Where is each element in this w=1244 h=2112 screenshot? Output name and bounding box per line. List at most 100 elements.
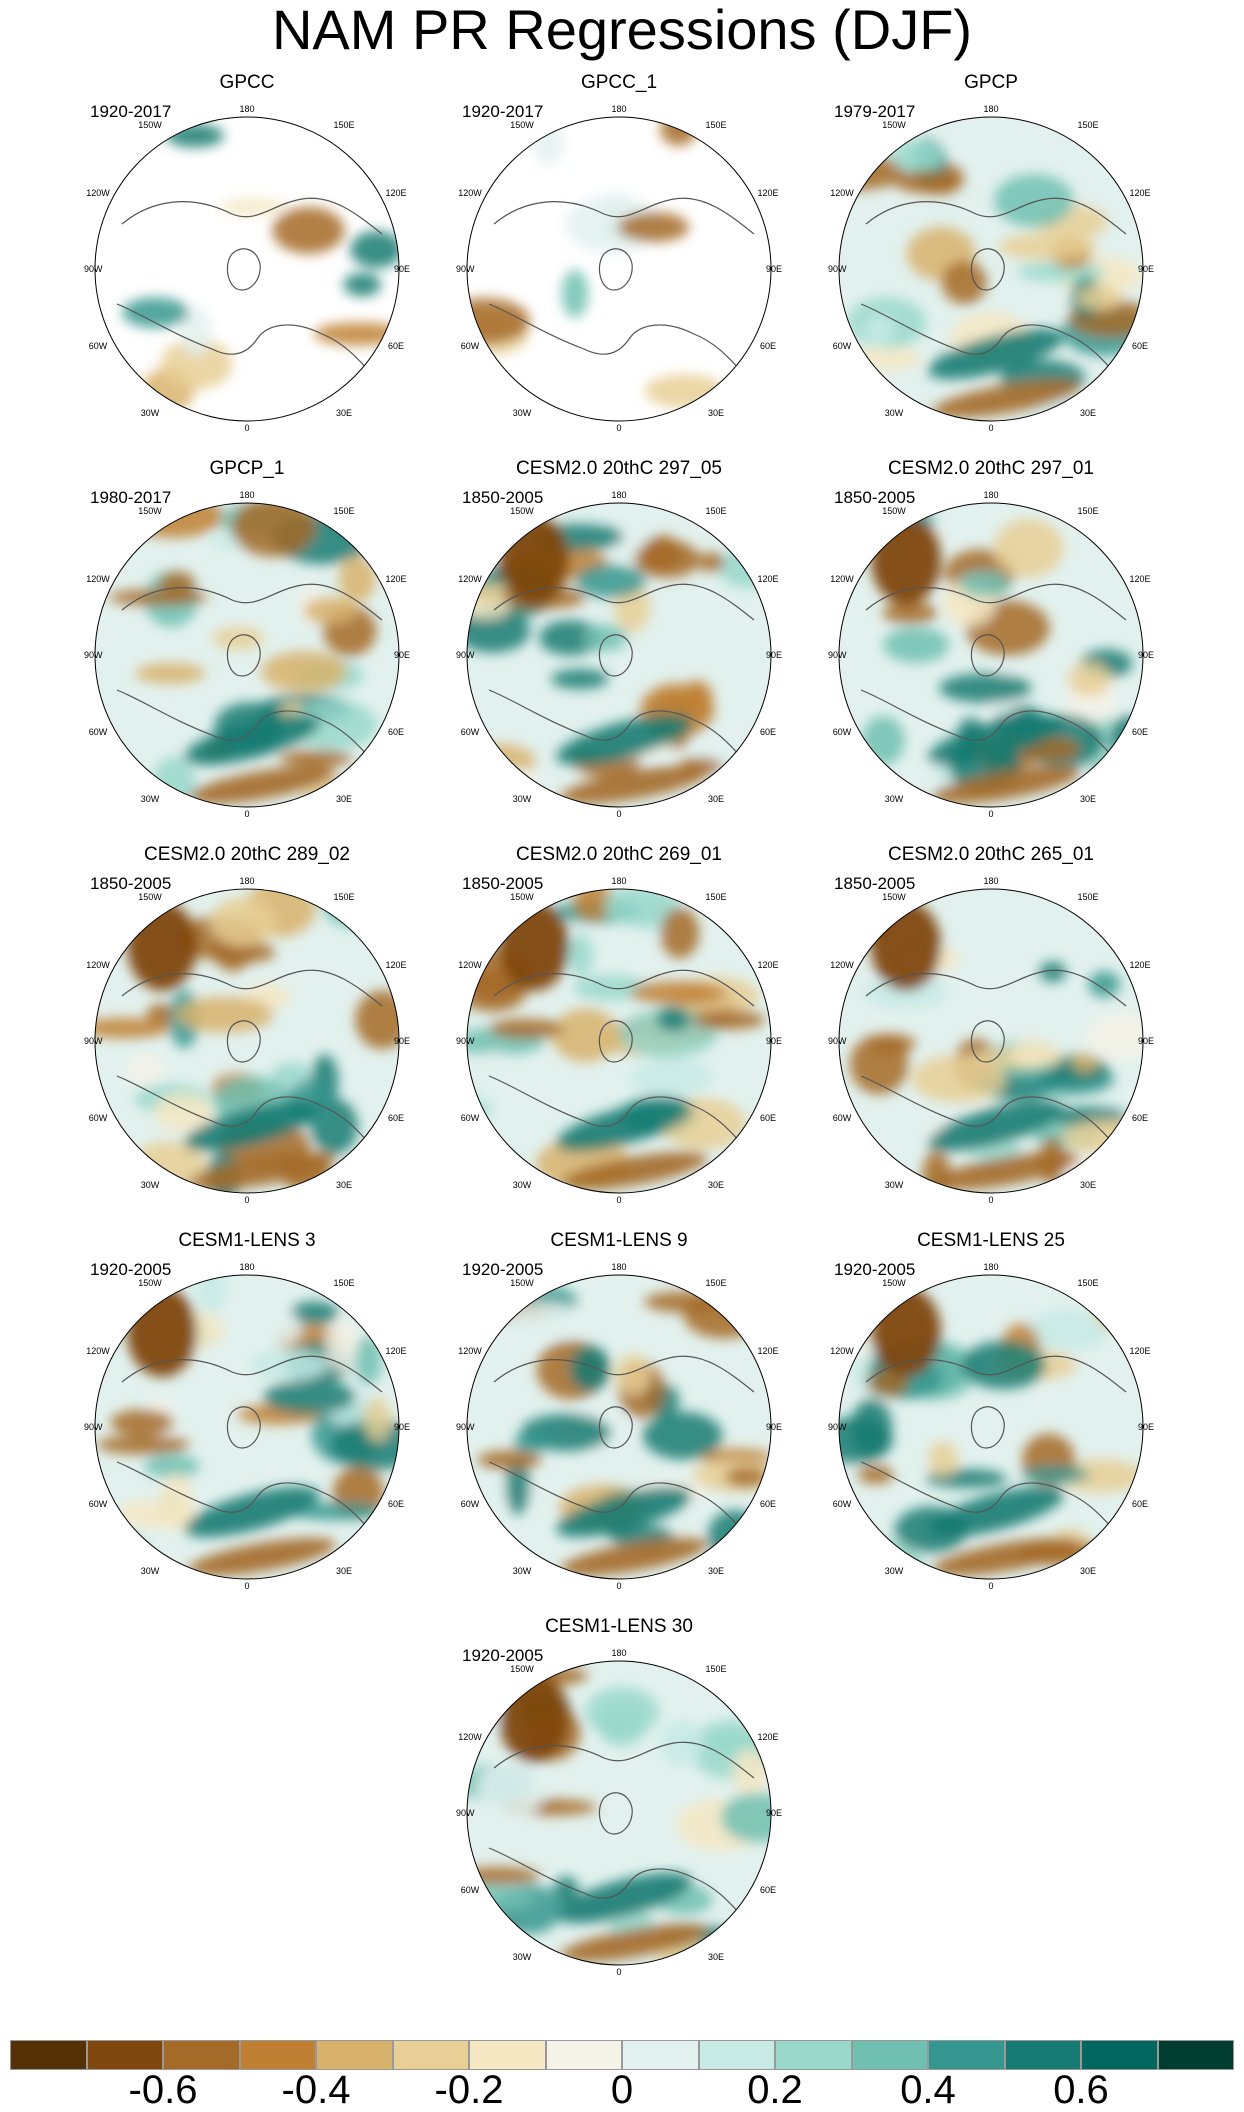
label-60e: 60E bbox=[1132, 1113, 1148, 1123]
anomaly-patch bbox=[539, 620, 601, 656]
label-60w: 60W bbox=[89, 1499, 108, 1509]
label-60w: 60W bbox=[461, 1499, 480, 1509]
anomaly-patch bbox=[550, 669, 609, 689]
map-boundary bbox=[466, 1274, 772, 1580]
panel-period: 1980-2017 bbox=[90, 488, 172, 507]
coastlines bbox=[116, 969, 383, 1147]
colorbar-tick-label: 0.4 bbox=[900, 2068, 956, 2112]
north-atlantic-wet-band bbox=[184, 1486, 320, 1538]
label-0: 0 bbox=[616, 1195, 621, 1205]
anomaly-patch bbox=[467, 1907, 517, 1965]
anomaly-patch bbox=[1071, 132, 1115, 167]
label-150e: 150E bbox=[1077, 120, 1098, 130]
anomaly-patch bbox=[660, 907, 700, 959]
label-150e: 150E bbox=[705, 892, 726, 902]
label-150e: 150E bbox=[1077, 1278, 1098, 1288]
label-90w: 90W bbox=[828, 1422, 847, 1432]
label-30e: 30E bbox=[1080, 794, 1096, 804]
label-0: 0 bbox=[988, 809, 993, 819]
label-120e: 120E bbox=[385, 960, 406, 970]
anomaly-patch bbox=[290, 700, 378, 750]
label-120w: 120W bbox=[86, 188, 110, 198]
label-60e: 60E bbox=[388, 1113, 404, 1123]
anomaly-patch bbox=[932, 125, 988, 149]
label-30w: 30W bbox=[513, 408, 532, 418]
label-120e: 120E bbox=[757, 1732, 778, 1742]
anomaly-patch bbox=[263, 1379, 356, 1414]
label-0: 0 bbox=[988, 1581, 993, 1591]
label-30e: 30E bbox=[336, 1180, 352, 1190]
panel-title: CESM1-LENS 3 bbox=[178, 1230, 316, 1251]
label-120w: 120W bbox=[458, 574, 482, 584]
label-150w: 150W bbox=[882, 506, 906, 516]
polar-map: 180 0 90W 90E 150W 120W 150E 120E 60W 30W 60E 30E bbox=[828, 490, 1154, 819]
polar-map: 180 0 90W 90E 150W 120W 150E 120E 60W 30W 60E 30E bbox=[84, 104, 410, 433]
anomaly-patch bbox=[994, 518, 1064, 578]
map-panel: CESM2.0 20thC 297_05 1850-2005 180 0 90W 90E 1… bbox=[454, 458, 784, 828]
map-boundary bbox=[94, 1274, 400, 1580]
anomaly-patch bbox=[659, 1719, 705, 1767]
panel-period: 1979-2017 bbox=[834, 102, 916, 121]
map-boundary bbox=[838, 888, 1144, 1194]
label-150e: 150E bbox=[333, 120, 354, 130]
panel-period: 1920-2005 bbox=[90, 1260, 172, 1279]
anomaly-patch bbox=[928, 1441, 958, 1477]
label-60w: 60W bbox=[833, 727, 852, 737]
label-90e: 90E bbox=[394, 650, 410, 660]
map-boundary bbox=[466, 116, 772, 422]
anomaly-patch bbox=[272, 1062, 312, 1086]
coastlines bbox=[116, 1355, 383, 1533]
map-panel: GPCP 1979-2017 180 0 90W 90E 150W 120W 150E 120E 6… bbox=[826, 72, 1156, 442]
colorbar-swatch bbox=[392, 2040, 469, 2070]
anomaly-patch bbox=[561, 269, 589, 319]
anomaly-patch bbox=[248, 1348, 328, 1382]
anomaly-patch bbox=[1039, 961, 1067, 983]
anomaly-patch bbox=[1054, 567, 1094, 593]
label-90e: 90E bbox=[1138, 650, 1154, 660]
colorbar-swatch bbox=[545, 2040, 622, 2070]
anomaly-patch bbox=[489, 1018, 564, 1040]
label-90w: 90W bbox=[828, 1036, 847, 1046]
polar-map: 180 0 90W 90E 150W 120W 150E 120E 60W 30W 60E 30E bbox=[84, 490, 410, 819]
anomaly-patch bbox=[110, 1409, 174, 1436]
label-30e: 30E bbox=[708, 1180, 724, 1190]
label-30e: 30E bbox=[708, 1566, 724, 1576]
label-90e: 90E bbox=[766, 1422, 782, 1432]
anomaly-patch bbox=[863, 977, 949, 1009]
label-150e: 150E bbox=[705, 120, 726, 130]
label-30w: 30W bbox=[513, 1180, 532, 1190]
polar-map: 180 0 90W 90E 150W 120W 150E 120E 60W 30W 60E 30E bbox=[456, 876, 782, 1205]
anomaly-patch bbox=[467, 608, 531, 653]
mediterranean-dry-band bbox=[188, 766, 336, 804]
colorbar-swatch bbox=[1157, 2040, 1234, 2070]
anomaly-patch bbox=[469, 1051, 521, 1109]
colorbar-tick-label: 0.6 bbox=[1053, 2068, 1109, 2112]
label-60w: 60W bbox=[89, 1113, 108, 1123]
label-30e: 30E bbox=[708, 794, 724, 804]
label-150w: 150W bbox=[138, 506, 162, 516]
label-0: 0 bbox=[616, 423, 621, 433]
label-30w: 30W bbox=[885, 794, 904, 804]
map-boundary bbox=[94, 888, 400, 1194]
label-180: 180 bbox=[611, 490, 626, 500]
label-60w: 60W bbox=[89, 341, 108, 351]
anomaly-patch bbox=[179, 307, 212, 356]
anomaly-patch bbox=[1021, 1466, 1090, 1484]
mediterranean-dry-band bbox=[188, 1538, 336, 1576]
anomaly-patch bbox=[698, 1448, 771, 1466]
colorbar-tick-label: -0.6 bbox=[128, 2068, 198, 2112]
polar-map: 180 0 90W 90E 150W 120W 150E 120E 60W 30W 60E 30E bbox=[84, 1262, 410, 1591]
label-120e: 120E bbox=[385, 1346, 406, 1356]
map-panel: CESM1-LENS 30 1920-2005 180 0 90W 90E 150W 120W… bbox=[454, 1616, 784, 1986]
anomaly-patch bbox=[1094, 1297, 1143, 1332]
label-120w: 120W bbox=[830, 960, 854, 970]
label-180: 180 bbox=[983, 490, 998, 500]
label-150w: 150W bbox=[510, 506, 534, 516]
label-120e: 120E bbox=[757, 574, 778, 584]
label-90w: 90W bbox=[828, 650, 847, 660]
label-30w: 30W bbox=[141, 1566, 160, 1576]
north-atlantic-wet-band bbox=[184, 1100, 320, 1152]
label-90w: 90W bbox=[828, 264, 847, 274]
colorbar-swatch bbox=[928, 2040, 1005, 2070]
map-panel: CESM2.0 20thC 297_01 1850-2005 180 0 90W 90E 1… bbox=[826, 458, 1156, 828]
